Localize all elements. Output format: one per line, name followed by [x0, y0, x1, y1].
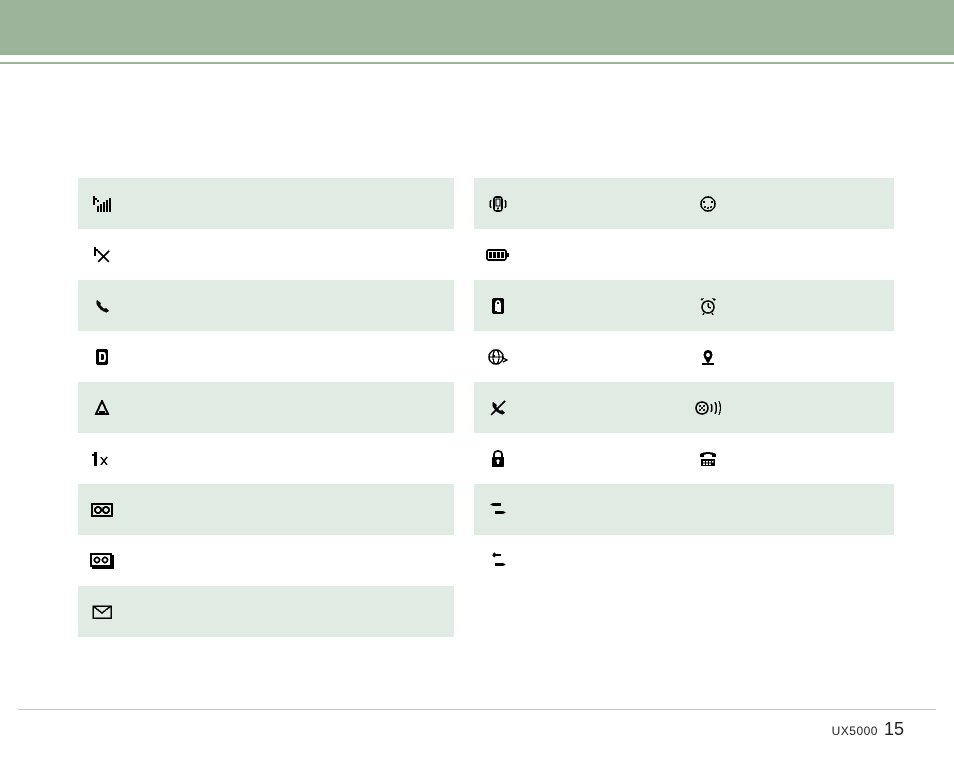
- table-row: [474, 229, 894, 280]
- page-footer: UX5000 15: [832, 719, 904, 740]
- in-call-icon: [78, 298, 126, 314]
- onex-icon: [78, 451, 126, 467]
- ssl-icon: [474, 348, 522, 366]
- right-column: [474, 178, 894, 637]
- table-row: [474, 382, 894, 433]
- table-row: [78, 535, 454, 586]
- table-row: [474, 331, 894, 382]
- table-row: [78, 229, 454, 280]
- table-row: [78, 382, 454, 433]
- vibrate-icon: [474, 195, 522, 213]
- header-band: [0, 0, 954, 55]
- footer-page-number: 15: [884, 719, 904, 740]
- analog-mode-icon: [474, 297, 522, 315]
- icon-legend-content: [78, 178, 894, 637]
- battery-icon: [474, 248, 522, 262]
- footer-rule: [18, 709, 936, 710]
- signal-icon: [78, 196, 126, 212]
- mute-icon: [474, 399, 522, 417]
- table-row: [78, 433, 454, 484]
- table-row: [474, 178, 894, 229]
- roaming-icon: [78, 400, 126, 416]
- table-row: [474, 280, 894, 331]
- header-rule: [0, 62, 954, 64]
- table-row: [474, 433, 894, 484]
- location-911-icon: [684, 399, 732, 417]
- table-row: [474, 535, 894, 586]
- location-on-icon: [684, 348, 732, 366]
- tty-icon: [684, 451, 732, 467]
- silent-icon: [684, 195, 732, 213]
- data-active-icon: [474, 501, 522, 519]
- data-dormant-icon: [474, 552, 522, 570]
- alarm-icon: [684, 297, 732, 315]
- multi-voicemail-icon: [78, 553, 126, 569]
- lock-icon: [474, 450, 522, 468]
- manual-page: UX5000 15: [0, 0, 954, 764]
- table-row: [474, 484, 894, 535]
- table-row: [78, 331, 454, 382]
- table-row: [78, 484, 454, 535]
- footer-model: UX5000: [832, 724, 878, 738]
- no-service-icon: [78, 247, 126, 263]
- digital-mode-icon: [78, 348, 126, 366]
- left-column: [78, 178, 454, 637]
- table-row: [78, 280, 454, 331]
- envelope-icon: [78, 605, 126, 619]
- new-voicemail-icon: [78, 503, 126, 517]
- table-row: [78, 586, 454, 637]
- table-row: [78, 178, 454, 229]
